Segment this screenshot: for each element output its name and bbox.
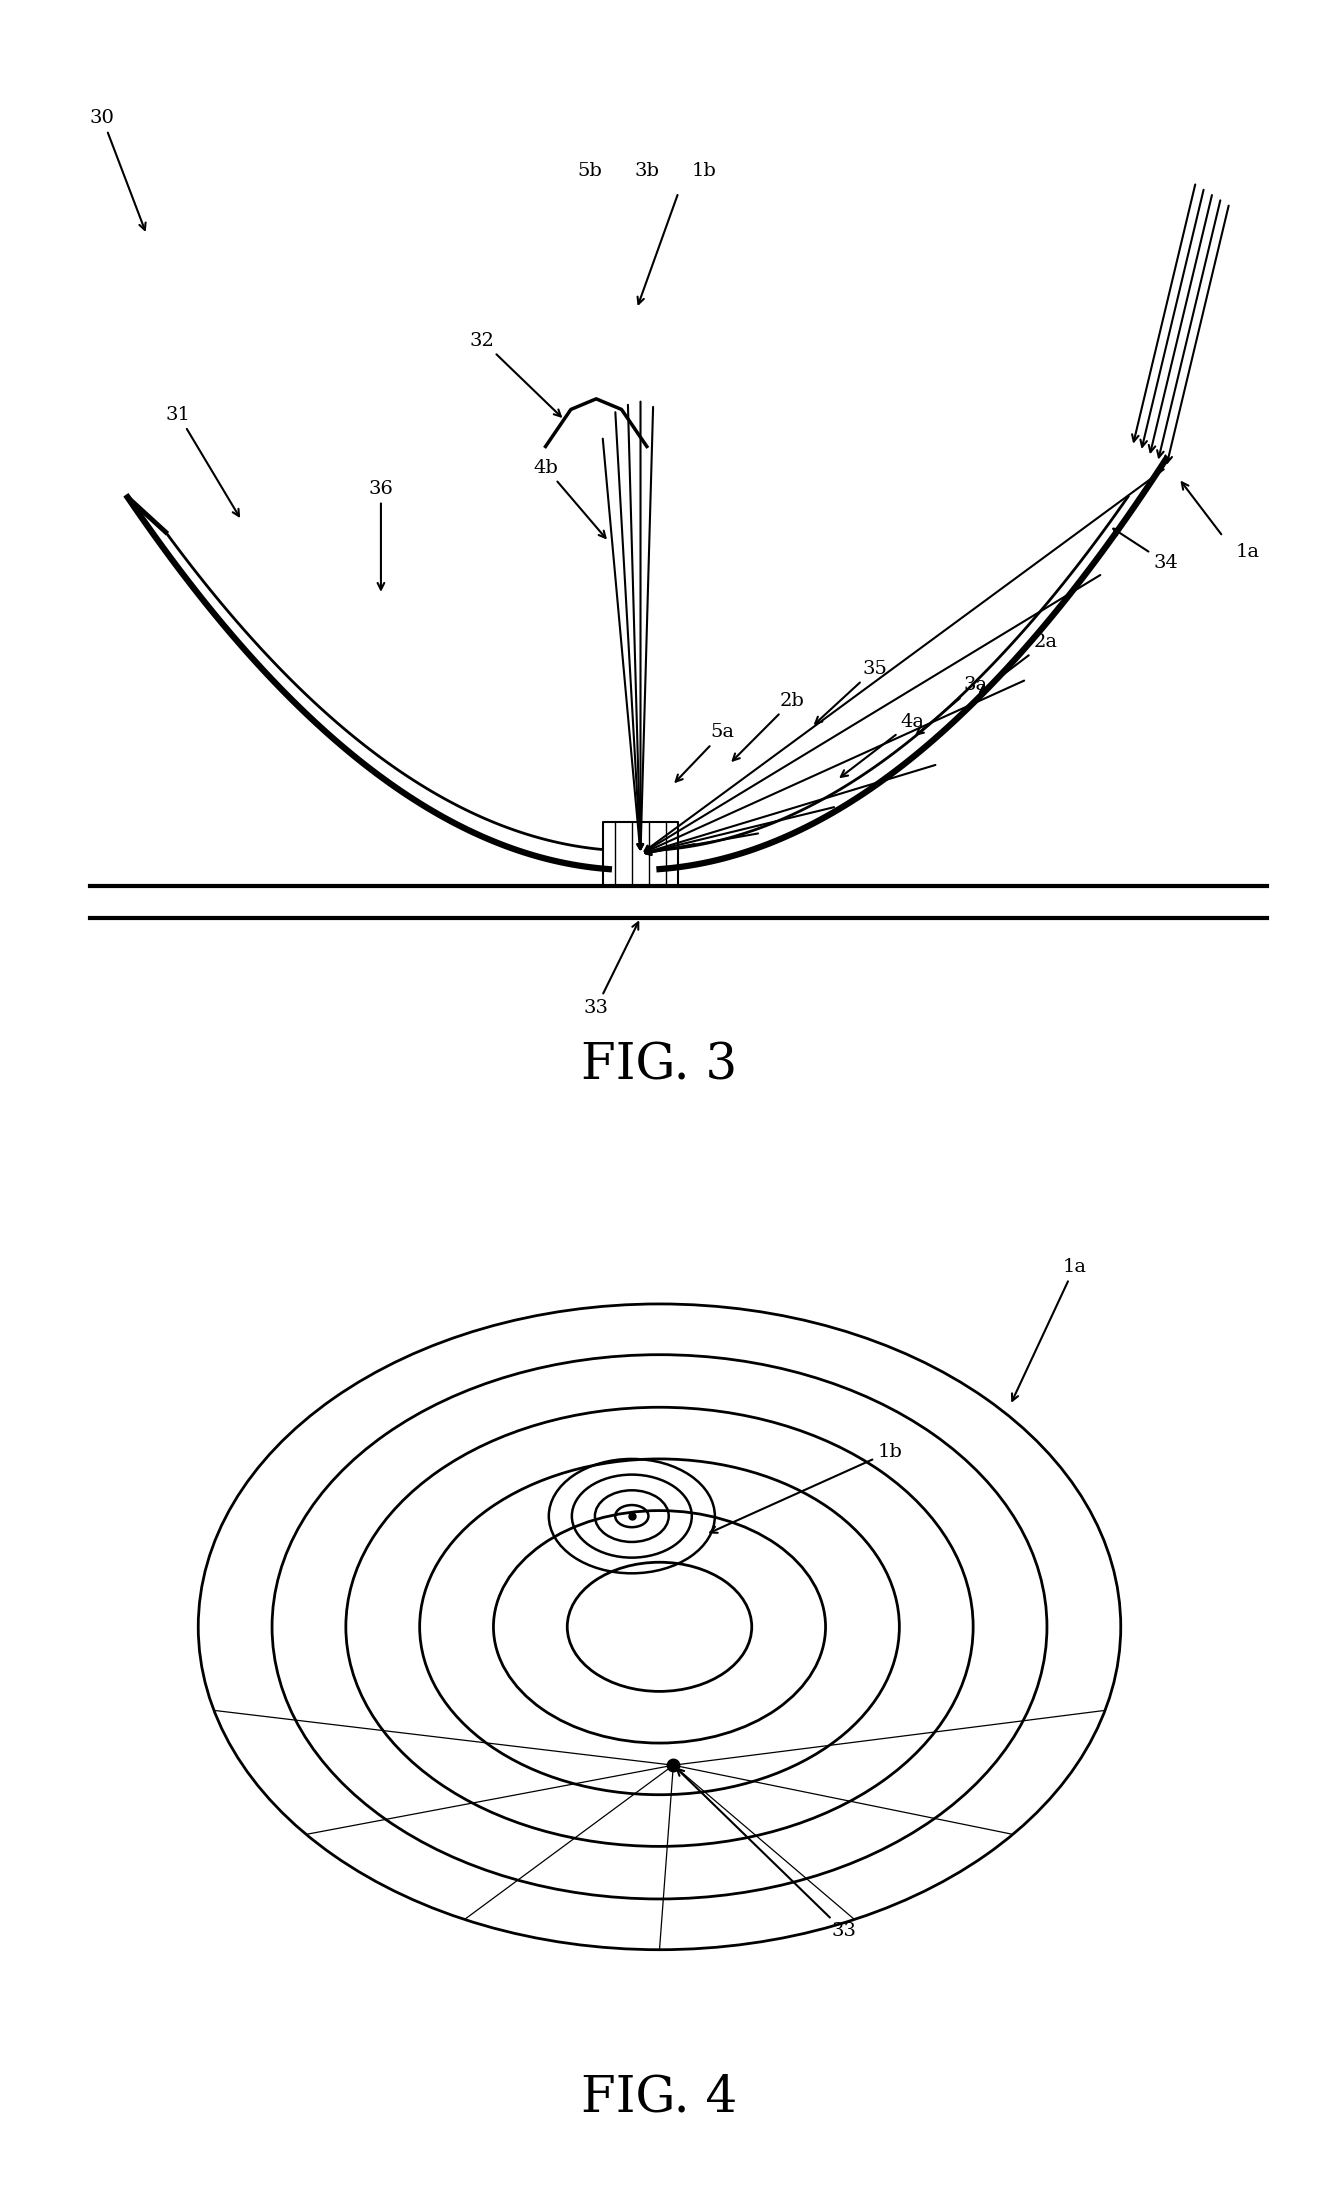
Text: 1b: 1b [710,1443,902,1533]
Text: 35: 35 [815,660,888,724]
Text: 33: 33 [677,1769,856,1941]
Text: 2b: 2b [733,693,805,761]
Text: 4a: 4a [840,713,925,777]
Text: 30: 30 [90,110,145,229]
Text: 1a: 1a [1012,1257,1087,1401]
Text: 36: 36 [368,481,393,589]
Text: 3a: 3a [917,675,988,735]
Text: 2a: 2a [980,633,1058,693]
Text: 4b: 4b [533,459,605,538]
Text: 1a: 1a [1236,543,1260,560]
Text: FIG. 3: FIG. 3 [582,1041,737,1090]
Text: 5b: 5b [578,163,603,181]
Text: 32: 32 [470,331,561,417]
Text: 3b: 3b [634,163,660,181]
Text: FIG. 4: FIG. 4 [582,2074,737,2122]
Text: 33: 33 [584,922,638,1017]
Text: 5a: 5a [675,724,735,781]
Text: 31: 31 [166,406,239,516]
Text: 1b: 1b [691,163,716,181]
Text: 34: 34 [1113,529,1178,571]
